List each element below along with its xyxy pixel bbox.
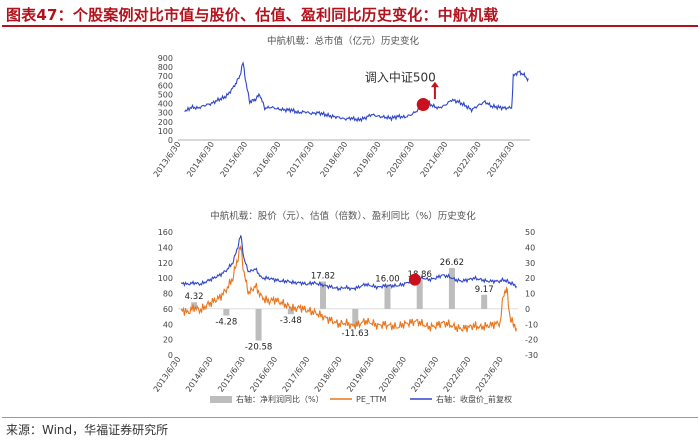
chart2-xtick-10: 2023/6/30 xyxy=(474,355,505,394)
chart2-bar-label-6: 16.00 xyxy=(375,274,399,284)
figure-title: 图表47：个股案例对比市值与股价、估值、盈利同比历史变化：中航机载 xyxy=(6,6,499,24)
chart2-bar-1 xyxy=(223,308,230,316)
chart2-xtick-2: 2015/6/30 xyxy=(216,355,247,394)
source-note: 来源：Wind，华福证券研究所 xyxy=(6,423,169,437)
chart1-ytick-3: 300 xyxy=(158,109,173,118)
chart2-price-line xyxy=(180,235,517,292)
chart2-bar-2 xyxy=(255,308,262,341)
chart2-bar-label-1: -4.28 xyxy=(215,317,237,327)
chart1-xtick-7: 2020/6/30 xyxy=(385,140,416,179)
chart1-ytick-4: 400 xyxy=(158,100,173,109)
chart2-yright-tick-4: 10 xyxy=(525,290,535,299)
chart1-ytick-0: 0 xyxy=(168,136,173,145)
chart1-ytick-8: 800 xyxy=(158,63,173,72)
chart2-bar-label-3: -3.48 xyxy=(280,316,302,326)
source-rule xyxy=(2,417,698,418)
chart2-xtick-1: 2014/6/30 xyxy=(184,355,215,394)
legend-bar-swatch xyxy=(210,396,232,403)
chart2-yleft-tick-6: 120 xyxy=(158,259,173,268)
chart2-bar-label-8: 26.62 xyxy=(440,258,464,268)
chart2-bar-9 xyxy=(481,294,488,309)
chart2-bar-label-2: -20.58 xyxy=(245,343,272,353)
chart1-ytick-1: 100 xyxy=(158,127,173,136)
chart2-pe-line xyxy=(180,244,517,333)
chart1-xtick-5: 2018/6/30 xyxy=(319,140,350,179)
chart1-xtick-3: 2016/6/30 xyxy=(252,140,283,179)
chart2-yright-tick-8: 50 xyxy=(525,228,535,237)
chart1-xtick-4: 2017/6/30 xyxy=(285,140,316,179)
chart1-xtick-10: 2023/6/30 xyxy=(485,140,516,179)
chart1-xtick-6: 2019/6/30 xyxy=(352,140,383,179)
chart1-ytick-7: 700 xyxy=(158,72,173,81)
title-rule xyxy=(2,25,698,27)
chart1-ytick-2: 200 xyxy=(158,118,173,127)
chart2-yright-tick-7: 40 xyxy=(525,243,535,252)
chart2-xtick-6: 2019/6/30 xyxy=(345,355,376,394)
chart1-xtick-9: 2022/6/30 xyxy=(452,140,483,179)
chart1-xtick-0: 2013/6/30 xyxy=(152,140,183,179)
chart2-yleft-tick-1: 20 xyxy=(163,336,173,345)
chart1-ytick-9: 900 xyxy=(158,54,173,63)
chart2-bar-4 xyxy=(320,281,327,309)
chart2-xtick-3: 2016/6/30 xyxy=(248,355,279,394)
chart2-bar-0 xyxy=(191,302,198,309)
chart2-yright-tick-1: -20 xyxy=(525,336,538,345)
chart1-title: 中航机载：总市值（亿元）历史变化 xyxy=(267,35,420,47)
chart2-yleft-tick-7: 140 xyxy=(158,243,173,252)
chart2-yleft-tick-4: 80 xyxy=(163,290,173,299)
chart2-bar-8 xyxy=(448,267,455,309)
legend-pe-label: PE_TTM xyxy=(356,395,387,404)
chart2-xtick-9: 2022/6/30 xyxy=(442,355,473,394)
chart2-bar-7 xyxy=(416,279,423,309)
chart2-bar-label-9: 9.17 xyxy=(475,285,494,295)
chart2-bar-6 xyxy=(384,284,391,309)
chart2-yright-tick-6: 30 xyxy=(525,259,535,268)
chart1-annotation: 调入中证500 xyxy=(365,70,436,85)
chart2-yright-tick-0: -30 xyxy=(525,351,538,360)
chart2-yleft-tick-0: 0 xyxy=(168,351,173,360)
chart2-bar-label-5: -11.63 xyxy=(342,329,369,339)
chart2-title: 中航机载：股价（元）、估值（倍数）、盈利同比（%）历史变化 xyxy=(210,210,476,222)
chart2-yright-tick-2: -10 xyxy=(525,320,538,329)
legend-bar-label: 右轴：净利润同比（%） xyxy=(236,394,324,404)
chart2-yright-tick-3: 0 xyxy=(525,305,530,314)
chart2-xtick-7: 2020/6/30 xyxy=(377,355,408,394)
chart1-ytick-5: 500 xyxy=(158,90,173,99)
chart2-bar-label-0: 4.32 xyxy=(185,292,204,302)
chart2-marker xyxy=(408,273,421,286)
chart1-marker xyxy=(416,97,430,111)
chart2-yleft-tick-3: 60 xyxy=(163,305,173,314)
chart2-bar-label-7: 18.86 xyxy=(408,270,432,280)
chart2-yleft-tick-2: 40 xyxy=(163,320,173,329)
chart1-ytick-6: 600 xyxy=(158,81,173,90)
chart2-xtick-4: 2017/6/30 xyxy=(281,355,312,394)
chart1-xtick-1: 2014/6/30 xyxy=(185,140,216,179)
chart2-xtick-8: 2021/6/30 xyxy=(410,355,441,394)
chart2-xtick-5: 2018/6/30 xyxy=(313,355,344,394)
chart1-xtick-8: 2021/6/30 xyxy=(419,140,450,179)
chart2-bar-label-4: 17.82 xyxy=(311,271,335,281)
chart2-xtick-0: 2013/6/30 xyxy=(152,355,183,394)
chart2-bar-3 xyxy=(287,308,294,315)
chart1-arrow-head xyxy=(430,81,439,88)
legend-price-label: 右轴：收盘价_前复权 xyxy=(436,394,512,404)
chart2-yright-tick-5: 20 xyxy=(525,274,535,283)
chart1-xtick-2: 2015/6/30 xyxy=(218,140,249,179)
chart1-series-line xyxy=(184,61,529,123)
chart2-bar-5 xyxy=(352,308,359,327)
chart2-yleft-tick-8: 160 xyxy=(158,228,173,237)
chart2-yleft-tick-5: 100 xyxy=(158,274,173,283)
